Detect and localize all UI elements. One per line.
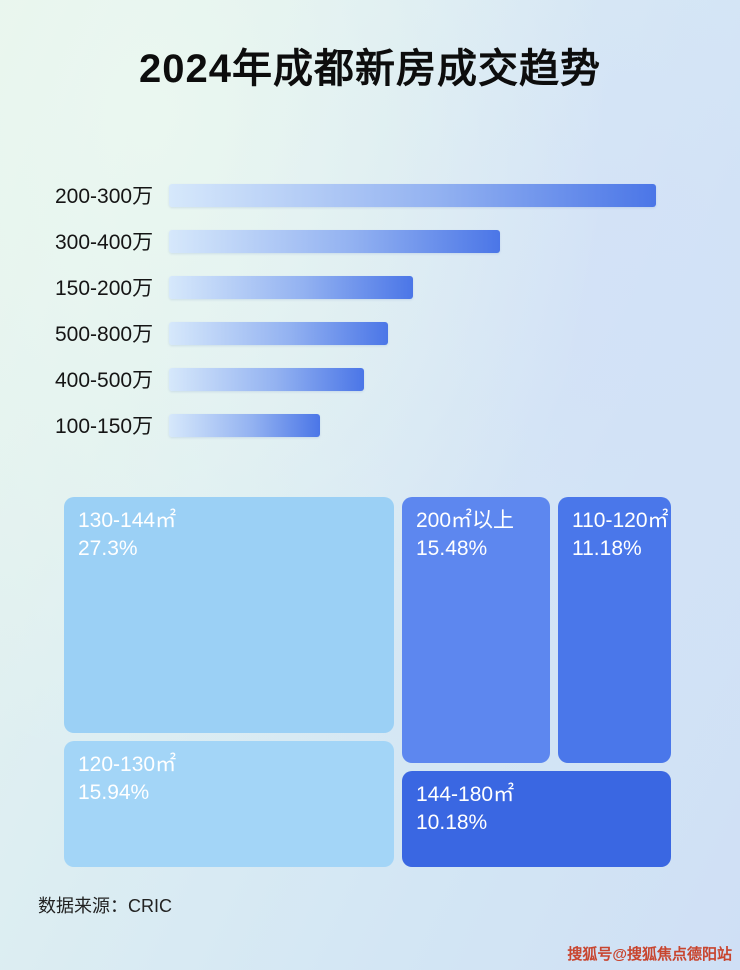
bar — [169, 321, 388, 345]
bar-row: 200-300万 — [55, 172, 695, 218]
cell-value: 27.3% — [78, 537, 138, 561]
cell-label: 130-144㎡ — [78, 509, 177, 532]
treemap-cell: 200㎡以上 15.48% — [402, 497, 550, 763]
treemap-cell: 144-180㎡ 10.18% — [402, 771, 671, 867]
treemap-cell: 120-130㎡ 15.94% — [64, 741, 394, 867]
bar-row: 150-200万 — [55, 264, 695, 310]
page-title: 2024年成都新房成交趋势 — [139, 47, 601, 91]
treemap-cell: 110-120㎡ 11.18% — [558, 497, 671, 763]
bar — [169, 229, 500, 253]
area-range-treemap: 130-144㎡ 27.3% 120-130㎡ 15.94% 200㎡以上 15.48% 1… — [64, 497, 671, 867]
bar-category-label: 400-500万 — [55, 369, 154, 392]
cell-label: 200㎡以上 — [416, 509, 515, 532]
cell-label: 144-180㎡ — [416, 783, 515, 806]
cell-value: 15.48% — [416, 537, 488, 561]
bar-row: 100-150万 — [55, 402, 695, 448]
bar-category-label: 200-300万 — [55, 185, 154, 208]
bar-category-label: 500-800万 — [55, 323, 154, 346]
bar — [169, 183, 656, 207]
bar — [169, 413, 320, 437]
bar-category-label: 100-150万 — [55, 415, 154, 438]
price-range-bar-chart: 200-300万 300-400万 150-200万 500-800万 400-500万… — [55, 172, 695, 448]
cell-value: 15.94% — [78, 781, 150, 805]
bar-category-label: 150-200万 — [55, 277, 154, 300]
bar — [169, 275, 413, 299]
bar-row: 300-400万 — [55, 218, 695, 264]
watermark-text: 搜狐号@搜狐焦点德阳站 — [567, 946, 732, 963]
cell-label: 120-130㎡ — [78, 753, 177, 776]
cell-value: 10.18% — [416, 811, 488, 835]
treemap-cell: 130-144㎡ 27.3% — [64, 497, 394, 733]
bar — [169, 367, 364, 391]
cell-value: 11.18% — [572, 537, 642, 561]
bar-row: 400-500万 — [55, 356, 695, 402]
bar-category-label: 300-400万 — [55, 231, 154, 254]
data-source-label: 数据来源：CRIC — [38, 896, 172, 916]
cell-label: 110-120㎡ — [572, 509, 669, 532]
bar-row: 500-800万 — [55, 310, 695, 356]
